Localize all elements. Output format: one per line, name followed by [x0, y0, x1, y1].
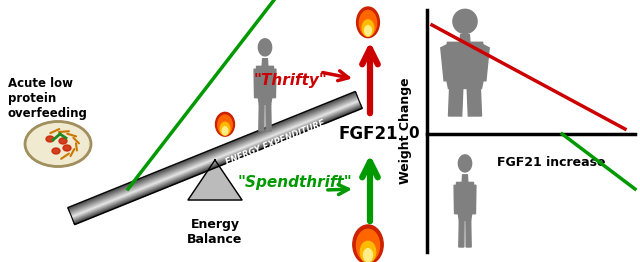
Polygon shape [71, 100, 359, 217]
Ellipse shape [46, 136, 54, 142]
Ellipse shape [216, 112, 234, 136]
Text: Energy
Balance: Energy Balance [188, 218, 243, 246]
Polygon shape [74, 107, 362, 224]
Polygon shape [68, 93, 356, 210]
Polygon shape [70, 96, 358, 213]
Polygon shape [254, 69, 258, 98]
Polygon shape [74, 106, 362, 223]
Text: FGF21 increase: FGF21 increase [497, 156, 605, 169]
Ellipse shape [356, 229, 380, 261]
Polygon shape [70, 97, 358, 215]
Polygon shape [459, 220, 464, 247]
Ellipse shape [356, 7, 380, 38]
Text: FGF21: FGF21 [338, 125, 398, 143]
Polygon shape [73, 104, 361, 221]
Polygon shape [70, 97, 358, 214]
Polygon shape [72, 101, 360, 219]
Polygon shape [73, 103, 360, 221]
Polygon shape [441, 45, 452, 81]
Polygon shape [72, 103, 360, 220]
Polygon shape [70, 98, 358, 215]
Polygon shape [74, 107, 362, 225]
Polygon shape [73, 105, 361, 222]
Ellipse shape [353, 225, 383, 262]
Polygon shape [71, 99, 359, 217]
Polygon shape [69, 95, 357, 213]
Text: ENERGY EXPENDITURE: ENERGY EXPENDITURE [224, 119, 326, 167]
Text: 0: 0 [408, 127, 419, 141]
Ellipse shape [365, 26, 371, 36]
Polygon shape [68, 91, 356, 209]
Polygon shape [68, 93, 356, 211]
Polygon shape [460, 35, 470, 42]
Polygon shape [188, 160, 242, 200]
Polygon shape [69, 94, 356, 211]
Polygon shape [453, 9, 477, 34]
Polygon shape [456, 182, 474, 220]
Ellipse shape [360, 10, 376, 36]
Polygon shape [462, 175, 468, 182]
Polygon shape [467, 89, 481, 116]
Polygon shape [266, 104, 271, 131]
Text: "Thrifty": "Thrifty" [253, 73, 327, 88]
Text: Weight Change: Weight Change [399, 78, 412, 184]
Text: Acute low
protein
overfeeding: Acute low protein overfeeding [8, 77, 88, 120]
Polygon shape [259, 39, 271, 56]
Polygon shape [454, 185, 458, 214]
Polygon shape [72, 102, 360, 219]
Ellipse shape [220, 122, 230, 135]
Ellipse shape [362, 20, 374, 36]
Polygon shape [466, 220, 471, 247]
Ellipse shape [222, 127, 228, 135]
Polygon shape [472, 185, 476, 214]
Ellipse shape [52, 148, 60, 154]
Ellipse shape [59, 138, 67, 144]
Polygon shape [272, 69, 276, 98]
Ellipse shape [25, 122, 91, 166]
Polygon shape [69, 95, 357, 212]
Polygon shape [68, 92, 356, 209]
Ellipse shape [364, 249, 372, 261]
Polygon shape [257, 66, 273, 104]
Text: ENERGY INTAKE: ENERGY INTAKE [94, 158, 166, 194]
Polygon shape [449, 89, 463, 116]
Polygon shape [262, 59, 268, 66]
Polygon shape [71, 99, 358, 216]
Polygon shape [458, 155, 472, 172]
Text: "Spendthrift": "Spendthrift" [237, 174, 353, 189]
Ellipse shape [360, 241, 376, 262]
Polygon shape [72, 101, 360, 218]
Ellipse shape [218, 115, 232, 135]
Polygon shape [478, 45, 489, 81]
Polygon shape [445, 42, 485, 89]
Polygon shape [259, 104, 264, 131]
Polygon shape [74, 105, 362, 223]
Ellipse shape [63, 145, 71, 151]
